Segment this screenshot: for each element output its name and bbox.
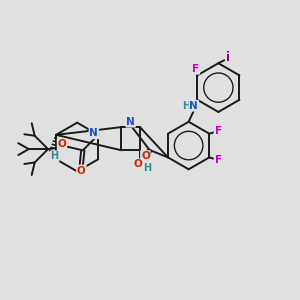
Text: O: O [134,159,142,169]
Text: F: F [192,64,199,74]
Text: F: F [214,126,222,136]
Text: N: N [190,101,198,111]
Text: N: N [89,128,98,138]
Text: i: i [226,51,230,64]
Text: O: O [141,151,150,161]
Text: H: H [182,101,190,111]
Text: O: O [58,140,66,149]
Text: H: H [50,151,59,161]
Text: H: H [143,163,152,173]
Text: F: F [214,155,222,165]
Text: N: N [126,117,135,127]
Text: O: O [77,166,86,176]
